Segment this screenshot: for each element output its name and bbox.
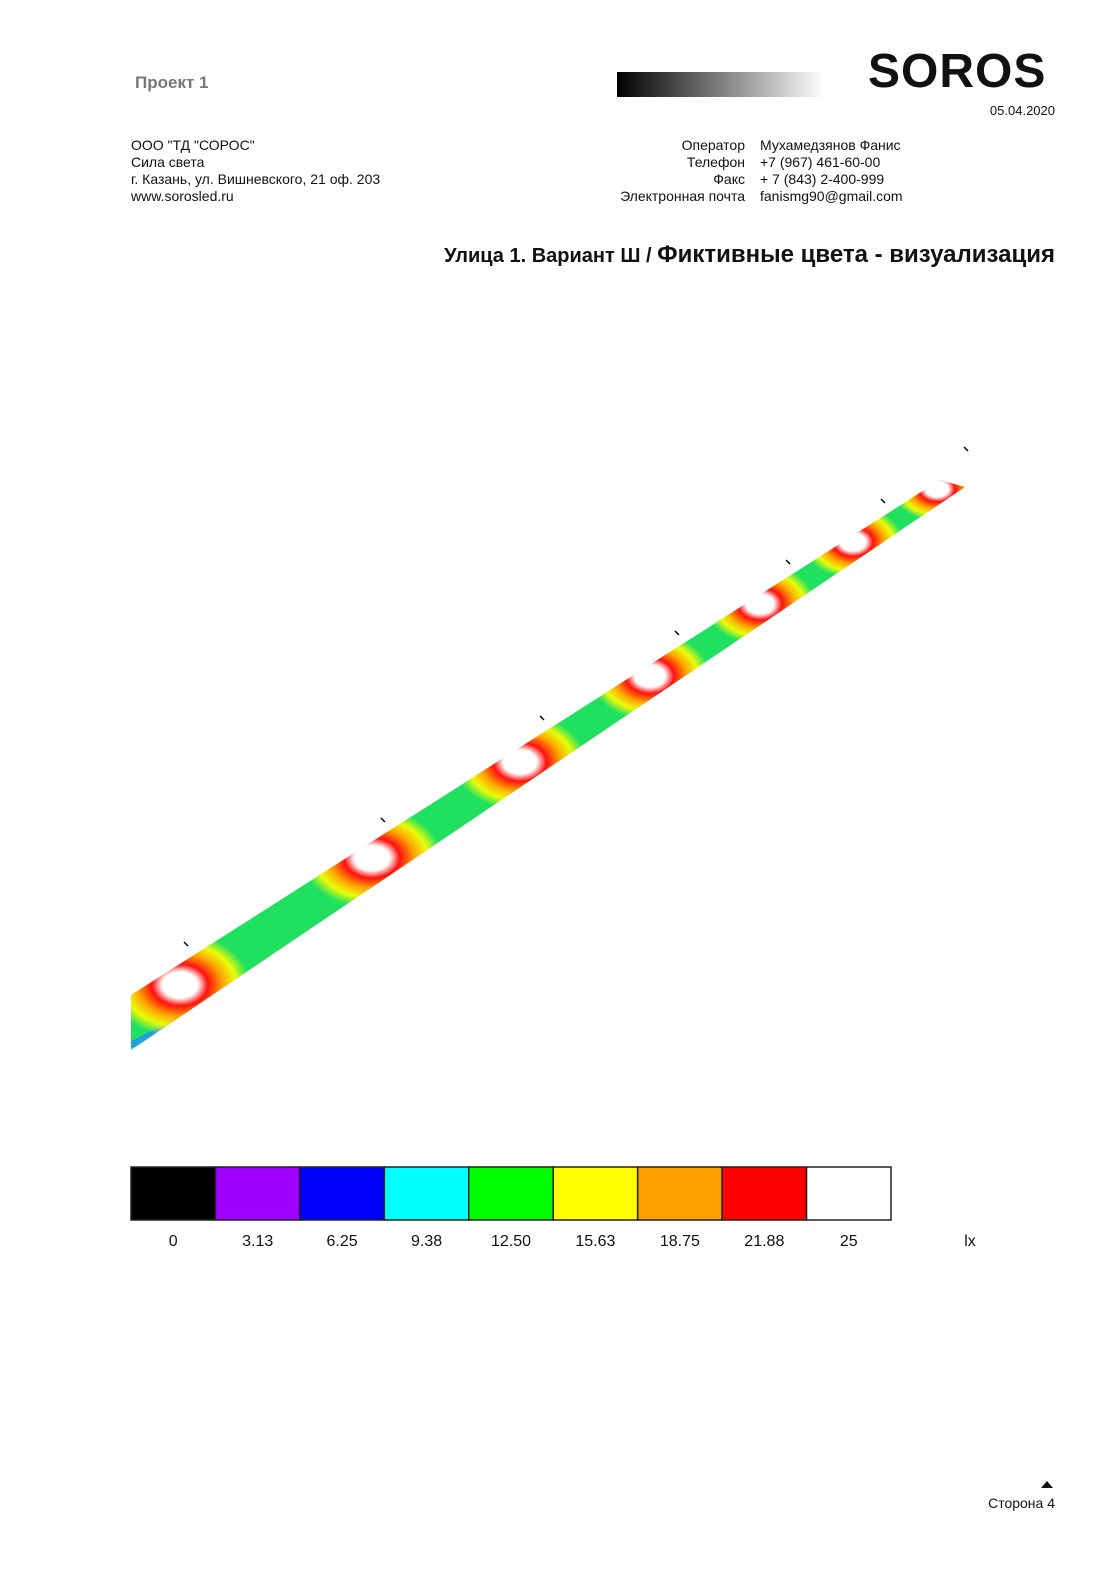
gradient-bar bbox=[617, 72, 825, 97]
page-arrow bbox=[1041, 1481, 1053, 1488]
company-line: www.sorosled.ru bbox=[131, 188, 234, 204]
luminaire-marks bbox=[183, 446, 969, 947]
contact-label: Электронная почта bbox=[620, 188, 745, 204]
contact-value: +7 (967) 461-60-00 bbox=[760, 154, 881, 170]
company-line: г. Казань, ул. Вишневского, 21 оф. 203 bbox=[131, 171, 381, 187]
scale-label: 15.63 bbox=[575, 1233, 615, 1250]
scale-label: 6.25 bbox=[327, 1233, 358, 1250]
scale-label: 21.88 bbox=[744, 1233, 784, 1250]
scale-box bbox=[721, 1166, 808, 1221]
title-part: Фиктивные цвета - визуализация bbox=[657, 241, 1055, 268]
contact-label: Телефон bbox=[686, 154, 745, 170]
logo: SOROS bbox=[868, 45, 1047, 98]
scale-label: 3.13 bbox=[242, 1233, 273, 1250]
scale-box bbox=[214, 1166, 301, 1221]
scale-box bbox=[636, 1166, 723, 1221]
contact-value: + 7 (843) 2-400-999 bbox=[760, 171, 885, 187]
scale-label: 25 bbox=[840, 1233, 858, 1250]
road-visualization bbox=[131, 480, 965, 1050]
scale-unit: lx bbox=[964, 1233, 976, 1250]
scale-box bbox=[383, 1166, 470, 1221]
contact-label: Факс bbox=[713, 171, 745, 187]
scale-box bbox=[130, 1166, 217, 1221]
scale-label: 18.75 bbox=[660, 1233, 700, 1250]
scale-label: 9.38 bbox=[411, 1233, 442, 1250]
title-part: Улица 1. Вариант Ш / bbox=[444, 245, 658, 267]
scale-label: 0 bbox=[169, 1233, 178, 1250]
scale-box bbox=[299, 1166, 386, 1221]
color-scale: 0 3.13 6.25 9.38 12.50 15.63 18.75 21.88 25 lx bbox=[130, 1166, 976, 1250]
page-number: Сторона 4 bbox=[988, 1495, 1055, 1511]
scale-box bbox=[468, 1166, 554, 1221]
date: 05.04.2020 bbox=[989, 103, 1055, 118]
company-line: Сила света bbox=[131, 154, 205, 170]
project: Проект 1 bbox=[135, 73, 209, 92]
scale-label: 12.50 bbox=[491, 1233, 531, 1250]
scale-box bbox=[805, 1166, 892, 1221]
contact-value: Мухамедзянов Фанис bbox=[760, 137, 901, 153]
contact-value: fanismg90@gmail.com bbox=[760, 188, 903, 204]
contact-label: Оператор bbox=[681, 137, 745, 153]
company-line: ООО "ТД "СОРОС" bbox=[131, 137, 255, 153]
title: Улица 1. Вариант Ш / Фиктивные цвета - в… bbox=[444, 240, 1055, 271]
scale-box bbox=[552, 1166, 639, 1221]
